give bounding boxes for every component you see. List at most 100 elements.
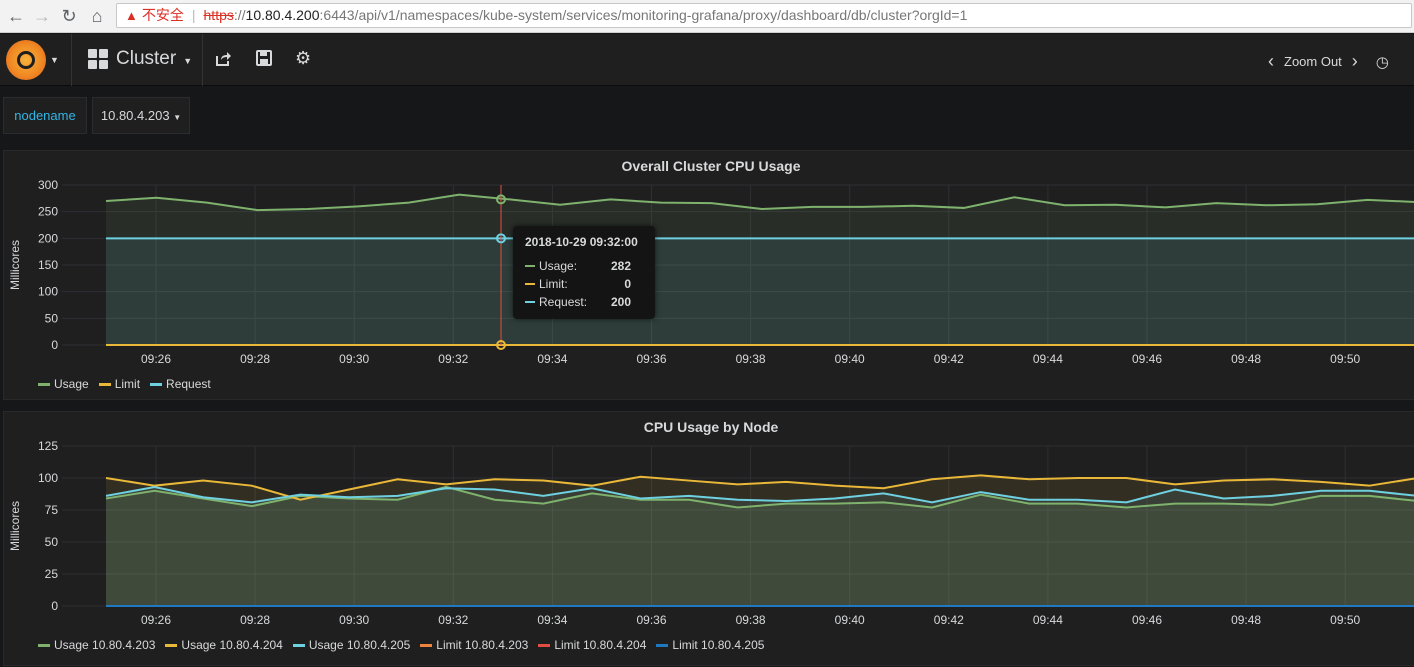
tooltip-swatch xyxy=(525,283,535,285)
x-tick-label: 09:28 xyxy=(240,352,270,366)
url-path: :6443/api/v1/namespaces/kube-system/serv… xyxy=(319,7,968,23)
legend-label: Usage 10.80.4.205 xyxy=(308,638,411,652)
reload-icon[interactable]: ↻ xyxy=(61,6,77,26)
legend-item[interactable]: Limit xyxy=(98,377,141,391)
y-tick-label: 0 xyxy=(51,599,58,613)
legend-item[interactable]: Limit 10.80.4.204 xyxy=(538,638,646,652)
home-icon[interactable]: ⌂ xyxy=(91,6,103,26)
legend-item[interactable]: Usage 10.80.4.205 xyxy=(292,638,411,652)
url-host: 10.80.4.200 xyxy=(245,7,320,23)
tooltip-swatch xyxy=(525,301,535,303)
tooltip-row: Request: 200 xyxy=(525,293,643,311)
legend-label: Limit 10.80.4.203 xyxy=(436,638,529,652)
x-tick-label: 09:26 xyxy=(141,352,171,366)
zoom-controls: ‹ Zoom Out › ◷ xyxy=(1268,51,1389,72)
x-tick-label: 09:48 xyxy=(1231,613,1261,627)
series-line xyxy=(105,193,1414,212)
tooltip-series-name: Limit: xyxy=(539,277,568,291)
dashboard-caret-icon: ▼ xyxy=(183,55,193,66)
legend-swatch xyxy=(656,643,669,647)
legend-label: Usage xyxy=(54,377,89,391)
series-area xyxy=(106,475,1414,606)
legend-swatch xyxy=(292,643,305,647)
share-icon[interactable] xyxy=(214,50,232,73)
hover-point xyxy=(496,194,506,205)
hover-point xyxy=(496,340,506,350)
x-tick-label: 09:50 xyxy=(1330,352,1360,366)
y-axis-label: Millicores xyxy=(8,240,22,290)
legend-swatch xyxy=(38,382,50,386)
x-tick-label: 09:36 xyxy=(636,352,666,366)
chart-cpu-by-node: 0 25 50 75 100 125 09:26 09:28 09:30 09:32 09:34 09… xyxy=(8,439,1414,627)
series-line xyxy=(105,485,1414,509)
legend-item[interactable]: Usage 10.80.4.203 xyxy=(38,638,155,652)
url-protocol: https xyxy=(203,7,234,23)
gear-icon[interactable]: ⚙ xyxy=(295,48,312,68)
panel-cpu-by-node: CPU Usage by Node 0 25 50 75 100 125 09:26 09:2… xyxy=(3,411,1414,666)
y-tick-label: 250 xyxy=(38,205,58,219)
save-icon[interactable] xyxy=(256,50,272,71)
browser-toolbar: ← → ↻ ⌂ ▲ 不安全 | https://10.80.4.200:6443/ap… xyxy=(0,0,1414,33)
x-tick-label: 09:30 xyxy=(339,352,369,366)
chart-cluster-cpu: 0 50 100 150 200 250 300 09:26 09:28 09:30 09:32 09… xyxy=(8,178,1414,366)
tooltip-row: Usage: 282 xyxy=(525,257,643,275)
x-tick-label: 09:46 xyxy=(1132,613,1162,627)
legend-item[interactable]: Usage 10.80.4.204 xyxy=(165,638,283,652)
tooltip-series-name: Request: xyxy=(539,295,588,309)
legend-item[interactable]: Usage xyxy=(38,377,89,391)
series-area xyxy=(106,486,1414,606)
legend-label: Usage 10.80.4.204 xyxy=(181,638,283,652)
chevron-left-icon[interactable]: ‹ xyxy=(1268,51,1274,71)
chart-tooltip: 2018-10-29 09:32:00 Usage: 282 Limit: 0 Requ… xyxy=(513,226,655,319)
clock-icon[interactable]: ◷ xyxy=(1375,53,1389,71)
tooltip-value: 282 xyxy=(610,259,631,273)
x-tick-label: 09:32 xyxy=(438,352,468,366)
legend-swatch xyxy=(165,643,178,647)
series-area xyxy=(106,238,1414,345)
zoom-out-button[interactable]: Zoom Out xyxy=(1284,54,1342,69)
address-bar[interactable]: ▲ 不安全 | https://10.80.4.200:6443/api/v1/nam… xyxy=(116,3,1412,28)
panel-title[interactable]: CPU Usage by Node xyxy=(643,419,779,435)
x-tick-label: 09:38 xyxy=(736,352,766,366)
y-tick-label: 150 xyxy=(38,258,58,272)
grafana-navbar: ▼ Cluster ▼ ⚙ ‹ Zoom Out › ◷ xyxy=(0,34,1414,86)
x-tick-label: 09:44 xyxy=(1033,613,1063,627)
address-divider: | xyxy=(191,7,196,23)
x-tick-label: 09:34 xyxy=(537,352,567,366)
legend-item[interactable]: Limit 10.80.4.203 xyxy=(420,638,528,652)
series-area xyxy=(106,486,1414,606)
x-tick-label: 09:44 xyxy=(1033,352,1063,366)
panel-cluster-cpu: Overall Cluster CPU Usage 0 50 100 150 200 25… xyxy=(3,150,1414,400)
y-tick-label: 0 xyxy=(51,338,58,352)
dashboard-picker[interactable]: Cluster ▼ xyxy=(88,48,192,70)
url-separator: :// xyxy=(233,7,246,23)
legend-item[interactable]: Request xyxy=(150,377,211,391)
insecure-label: 不安全 xyxy=(141,7,184,23)
x-tick-label: 09:46 xyxy=(1132,352,1162,366)
tooltip-time: 2018-10-29 09:32:00 xyxy=(525,235,638,249)
legend-swatch xyxy=(538,643,551,647)
variable-dropdown[interactable]: 10.80.4.203 ▼ xyxy=(92,97,190,134)
x-tick-label: 09:42 xyxy=(934,613,964,627)
back-icon[interactable]: ← xyxy=(7,6,25,26)
y-tick-label: 100 xyxy=(38,471,58,485)
tooltip-series-name: Usage: xyxy=(539,259,578,273)
x-tick-label: 09:26 xyxy=(141,613,171,627)
logo-caret-icon[interactable]: ▼ xyxy=(50,55,59,65)
tooltip-swatch xyxy=(525,265,535,267)
legend-label: Limit xyxy=(114,377,141,391)
chevron-right-icon[interactable]: › xyxy=(1351,51,1358,71)
legend-item[interactable]: Limit 10.80.4.205 xyxy=(656,638,764,652)
forward-icon[interactable]: → xyxy=(33,6,51,26)
x-tick-label: 09:40 xyxy=(835,352,865,366)
y-tick-label: 50 xyxy=(45,535,59,549)
series-line xyxy=(105,474,1414,501)
x-tick-label: 09:28 xyxy=(240,613,270,627)
series-area xyxy=(106,194,1414,345)
panel-title[interactable]: Overall Cluster CPU Usage xyxy=(621,158,801,174)
y-tick-label: 25 xyxy=(45,567,59,581)
y-tick-label: 125 xyxy=(38,439,58,453)
legend: Usage 10.80.4.203 Usage 10.80.4.204 Usage … xyxy=(38,638,774,652)
legend-swatch xyxy=(98,382,111,386)
grafana-logo-icon[interactable] xyxy=(6,40,46,80)
